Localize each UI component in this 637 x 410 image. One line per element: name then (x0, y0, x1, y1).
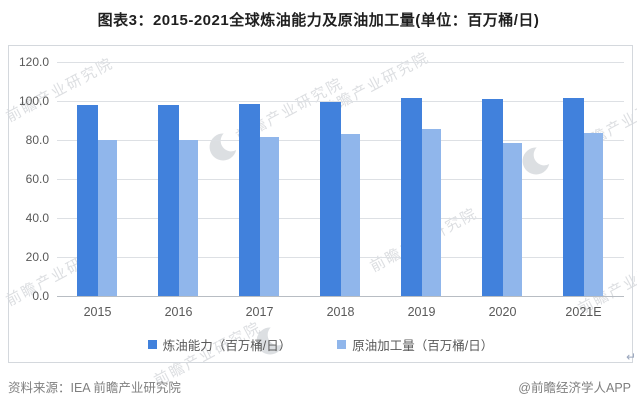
legend-swatch (337, 340, 347, 349)
gridline (57, 101, 624, 102)
y-tick-label: 40.0 (25, 211, 49, 225)
bar-series2-2015 (97, 140, 117, 296)
credit-text: @前瞻经济学人APP (518, 381, 631, 395)
x-tick-label: 2020 (488, 305, 517, 319)
y-tick-label: 0.0 (32, 289, 49, 303)
chart-panel: 0.0 20.0 40.0 60.0 80.0 100.0 120.0 2015 2016 20… (8, 45, 633, 363)
source-text: 资料来源：IEA 前瞻产业研究院 (8, 381, 181, 395)
x-tick-label: 2019 (407, 305, 436, 319)
y-tick-label: 20.0 (25, 250, 49, 264)
gridline (57, 62, 624, 63)
bar-series2-2021E (583, 133, 603, 296)
legend-item: 原油加工量（百万桶/日） (337, 335, 493, 354)
chart-title: 图表3：2015-2021全球炼油能力及原油加工量(单位：百万桶/日) (97, 12, 540, 29)
x-tick-label: 2016 (164, 305, 193, 319)
bar-series2-2020 (502, 142, 522, 296)
legend-label: 原油加工量（百万桶/日） (352, 339, 494, 353)
bar-series2-2018 (340, 134, 360, 296)
y-tick-label: 80.0 (25, 133, 49, 147)
y-tick-label: 60.0 (25, 172, 49, 186)
legend-item: 炼油能力（百万桶/日） (147, 335, 292, 354)
plot-area: 0.0 20.0 40.0 60.0 80.0 100.0 120.0 (19, 55, 624, 303)
x-tick-label: 2018 (326, 305, 355, 319)
bar-series2-2016 (178, 139, 198, 296)
bar-series1-2015 (76, 105, 98, 296)
bar-series1-2019 (400, 98, 422, 296)
footer: 资料来源：IEA 前瞻产业研究院 @前瞻经济学人APP (8, 377, 631, 396)
bar-series1-2021E (562, 97, 584, 296)
bar-series1-2020 (481, 98, 503, 296)
bar-series1-2016 (157, 104, 179, 296)
x-axis-labels: 2015 2016 2017 2018 2019 2020 2021E (57, 305, 624, 321)
x-tick-label: 2021E (565, 305, 602, 319)
bar-series1-2018 (319, 101, 341, 296)
bar-series1-2017 (238, 103, 260, 296)
return-mark: ↵ (626, 350, 637, 364)
bar-series2-2019 (421, 128, 441, 296)
y-tick-label: 120.0 (18, 55, 49, 69)
x-tick-label: 2017 (245, 305, 274, 319)
x-tick-label: 2015 (83, 305, 112, 319)
legend-swatch (147, 340, 157, 349)
legend: 炼油能力（百万桶/日） 原油加工量（百万桶/日） (9, 335, 632, 354)
legend-label: 炼油能力（百万桶/日） (162, 339, 292, 353)
bar-series2-2017 (259, 136, 279, 296)
y-tick-label: 100.0 (18, 94, 49, 108)
gridline (57, 296, 624, 297)
